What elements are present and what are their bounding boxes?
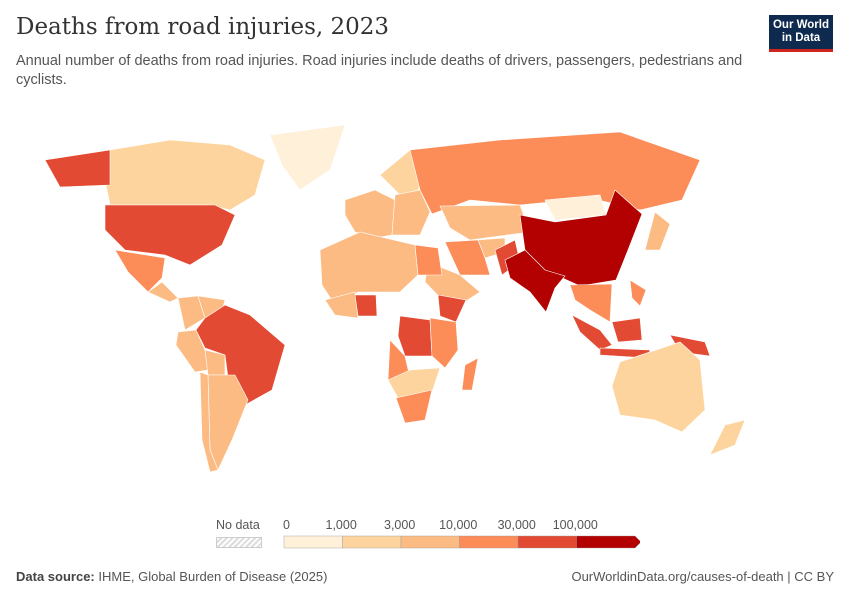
legend-bin-5[interactable] [576,535,641,549]
country-egypt[interactable] [414,244,443,276]
legend-bin-0[interactable] [283,535,343,549]
country-southeast-asia[interactable] [569,283,613,323]
country-eastern-europe[interactable] [391,189,431,236]
country-united-states[interactable] [104,204,236,266]
country-united-states[interactable] [44,149,111,188]
page-subtitle: Annual number of deaths from road injuri… [16,53,743,88]
owid-logo[interactable]: Our World in Data [769,15,833,52]
footer-link[interactable]: OurWorldinData.org/causes-of-death | CC … [571,569,834,584]
legend-tick-label: 3,000 [384,518,416,532]
country-india[interactable] [504,249,566,313]
world-map [44,124,746,473]
country-new-zealand[interactable] [709,419,746,456]
page-title: Deaths from road injuries, 2023 [16,14,390,40]
country-east-africa[interactable] [429,317,459,369]
legend-tick-label: 100,000 [552,518,598,532]
country-southern-africa[interactable] [387,367,441,399]
legend-no-data-swatch [216,537,262,548]
country-canada[interactable] [104,139,266,211]
legend-bin-1[interactable] [342,535,402,549]
data-source: Data source: IHME, Global Burden of Dise… [16,569,327,584]
country-north-africa[interactable] [319,231,419,306]
country-dr-congo[interactable] [397,315,433,357]
country-indonesia[interactable] [611,317,643,343]
legend-tick-label: 30,000 [497,518,536,532]
legend-bin-3[interactable] [459,535,519,549]
country-kazakhstan[interactable] [439,204,531,241]
country-western-europe[interactable] [344,189,396,239]
country-south-africa[interactable] [395,389,433,424]
source-label: Data source: [16,569,95,584]
legend-bin-4[interactable] [517,535,577,549]
legend-tick-label: 10,000 [439,518,478,532]
country-ethiopia[interactable] [437,294,467,323]
legend-tick-label: 1,000 [325,518,357,532]
country-japan[interactable] [644,211,671,251]
country-iran[interactable] [444,239,491,276]
country-nigeria[interactable] [354,294,378,317]
country-australia[interactable] [611,341,706,433]
country-greenland[interactable] [269,124,346,191]
country-chile[interactable] [199,371,219,473]
legend-bin-2[interactable] [400,535,460,549]
country-indonesia[interactable] [571,314,613,351]
country-mexico[interactable] [114,249,166,293]
country-west-africa[interactable] [324,291,359,319]
legend-no-data-label: No data [216,518,260,532]
legend-tick-label: 0 [283,518,290,532]
country-madagascar[interactable] [461,357,479,391]
country-argentina[interactable] [207,374,249,471]
country-philippines[interactable] [629,279,647,307]
legend-scale [283,535,641,549]
source-text: IHME, Global Burden of Disease (2025) [98,569,328,584]
